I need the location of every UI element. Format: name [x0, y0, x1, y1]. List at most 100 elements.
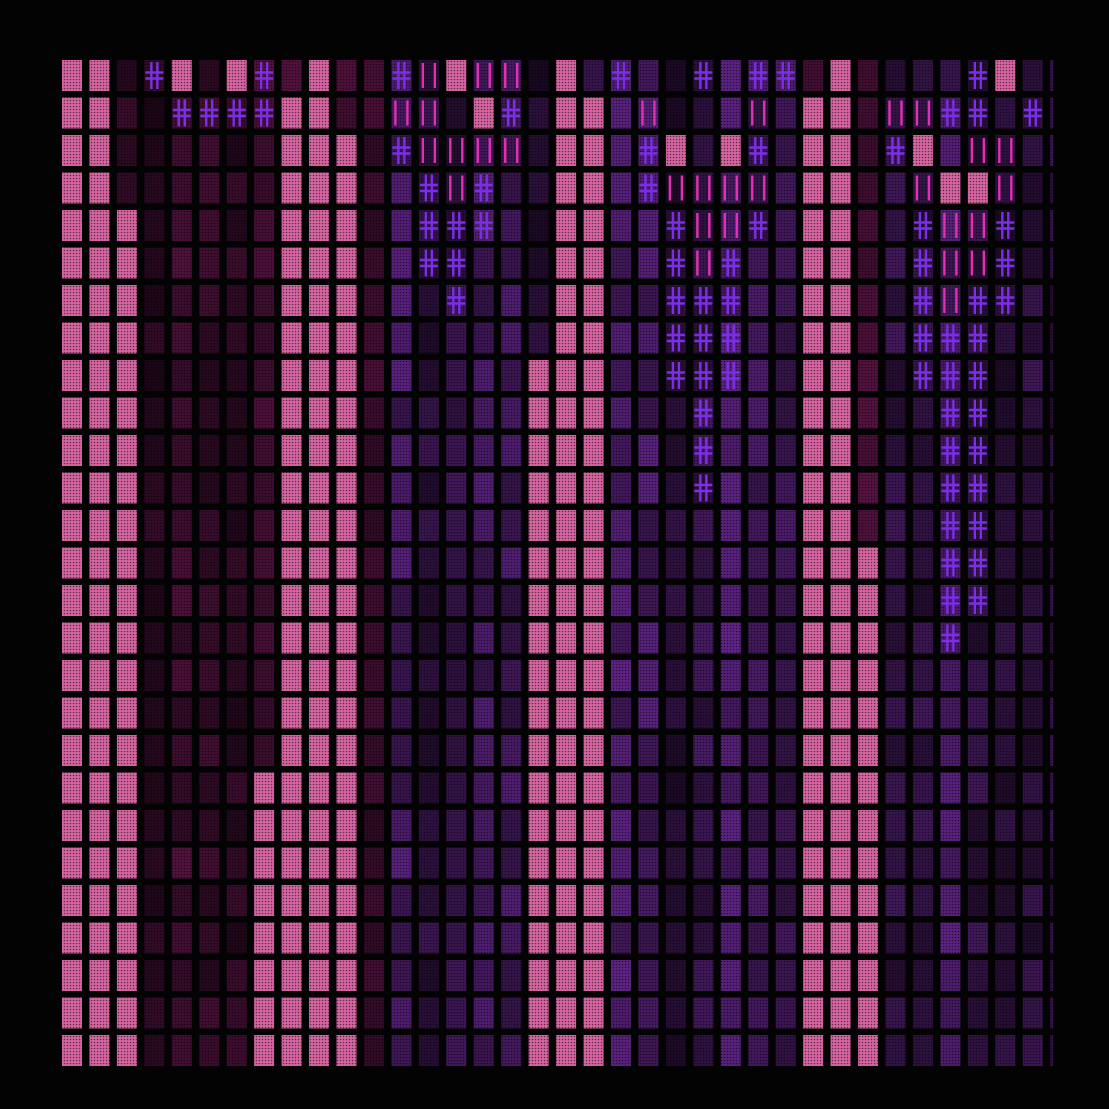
cell-texture — [418, 885, 439, 916]
cell-texture — [967, 997, 988, 1029]
cell-texture — [665, 660, 686, 691]
cell-texture — [501, 885, 522, 916]
cell-texture — [748, 247, 769, 279]
cell-texture — [473, 547, 494, 579]
cell-texture — [226, 622, 247, 654]
line-glyph — [476, 63, 491, 88]
cell-texture — [858, 435, 879, 466]
cell-texture — [281, 547, 302, 579]
cell-texture — [885, 735, 906, 766]
cell-texture — [226, 360, 247, 391]
cell-texture — [1050, 397, 1054, 429]
cell-texture — [693, 960, 714, 991]
cell-texture — [1022, 472, 1043, 504]
cell-texture — [309, 172, 330, 204]
cell-texture — [995, 697, 1016, 729]
cell-texture — [611, 247, 631, 279]
cell-texture — [665, 622, 686, 654]
cell-texture — [556, 660, 577, 691]
cell-texture — [556, 622, 577, 654]
cell-texture — [1050, 810, 1054, 841]
cell-texture — [693, 810, 714, 841]
cell-texture — [226, 397, 247, 429]
cell-texture — [912, 697, 933, 729]
cell-texture — [144, 997, 165, 1029]
cell-texture — [171, 960, 192, 991]
cell-texture — [720, 247, 741, 279]
cell-texture — [803, 547, 824, 579]
cell-texture — [391, 247, 412, 279]
cell-texture — [912, 997, 933, 1029]
cell-texture — [171, 622, 192, 654]
cell-texture — [556, 960, 577, 991]
cell-texture — [720, 960, 741, 991]
cross-glyph — [666, 249, 685, 277]
cell-texture — [391, 547, 412, 579]
cell-texture — [62, 922, 82, 954]
cell-texture — [281, 435, 302, 466]
cell-texture — [912, 1035, 933, 1066]
cell-texture — [254, 697, 275, 729]
cell-texture — [611, 435, 631, 466]
cell-texture — [391, 885, 412, 916]
cell-texture — [473, 510, 494, 541]
cell-texture — [309, 435, 330, 466]
cell-texture — [446, 510, 467, 541]
cell-texture — [775, 322, 796, 354]
cell-texture — [967, 585, 988, 616]
cell-texture — [336, 735, 357, 766]
cross-glyph — [419, 249, 438, 277]
cell-texture — [611, 135, 631, 166]
cell-texture — [89, 735, 110, 766]
cell-texture — [611, 510, 631, 541]
cross-glyph — [392, 62, 411, 89]
cross-glyph — [447, 287, 466, 314]
line-glyph — [751, 100, 766, 126]
cell-texture — [638, 322, 659, 354]
cell-texture — [363, 660, 384, 691]
cell-texture — [418, 322, 439, 354]
cell-texture — [940, 322, 961, 354]
cell-texture — [309, 772, 330, 804]
cell-texture — [144, 960, 165, 991]
cross-glyph — [968, 362, 987, 389]
cell-texture — [775, 97, 796, 129]
cell-texture — [116, 247, 137, 279]
cell-texture — [336, 510, 357, 541]
cross-glyph — [721, 362, 740, 389]
cell-texture — [226, 922, 247, 954]
cell-texture — [144, 172, 165, 204]
cell-texture — [501, 360, 522, 391]
cell-texture — [226, 172, 247, 204]
cell-texture — [995, 810, 1016, 841]
cell-texture — [967, 97, 988, 129]
line-glyph — [970, 138, 986, 163]
cell-texture — [281, 97, 302, 129]
cell-texture — [501, 435, 522, 466]
cell-texture — [199, 172, 220, 204]
cell-texture — [254, 847, 275, 879]
cell-texture — [473, 660, 494, 691]
cell-texture — [1022, 97, 1043, 129]
cell-texture — [89, 585, 110, 616]
cell-texture — [940, 697, 961, 729]
cell-texture — [363, 135, 384, 166]
cell-texture — [446, 360, 467, 391]
cell-texture — [720, 847, 741, 879]
cell-texture — [858, 772, 879, 804]
cell-texture — [885, 547, 906, 579]
cell-texture — [171, 397, 192, 429]
cell-texture — [775, 810, 796, 841]
cell-texture — [830, 210, 851, 241]
cell-texture — [1050, 285, 1054, 316]
cell-texture — [556, 585, 577, 616]
line-glyph — [696, 250, 711, 276]
cell-texture — [418, 922, 439, 954]
cell-texture — [611, 622, 631, 654]
cell-texture — [336, 847, 357, 879]
cell-texture — [940, 360, 961, 391]
cell-texture — [199, 585, 220, 616]
cell-texture — [803, 1035, 824, 1066]
cell-texture — [665, 60, 686, 91]
cell-texture — [693, 97, 714, 129]
